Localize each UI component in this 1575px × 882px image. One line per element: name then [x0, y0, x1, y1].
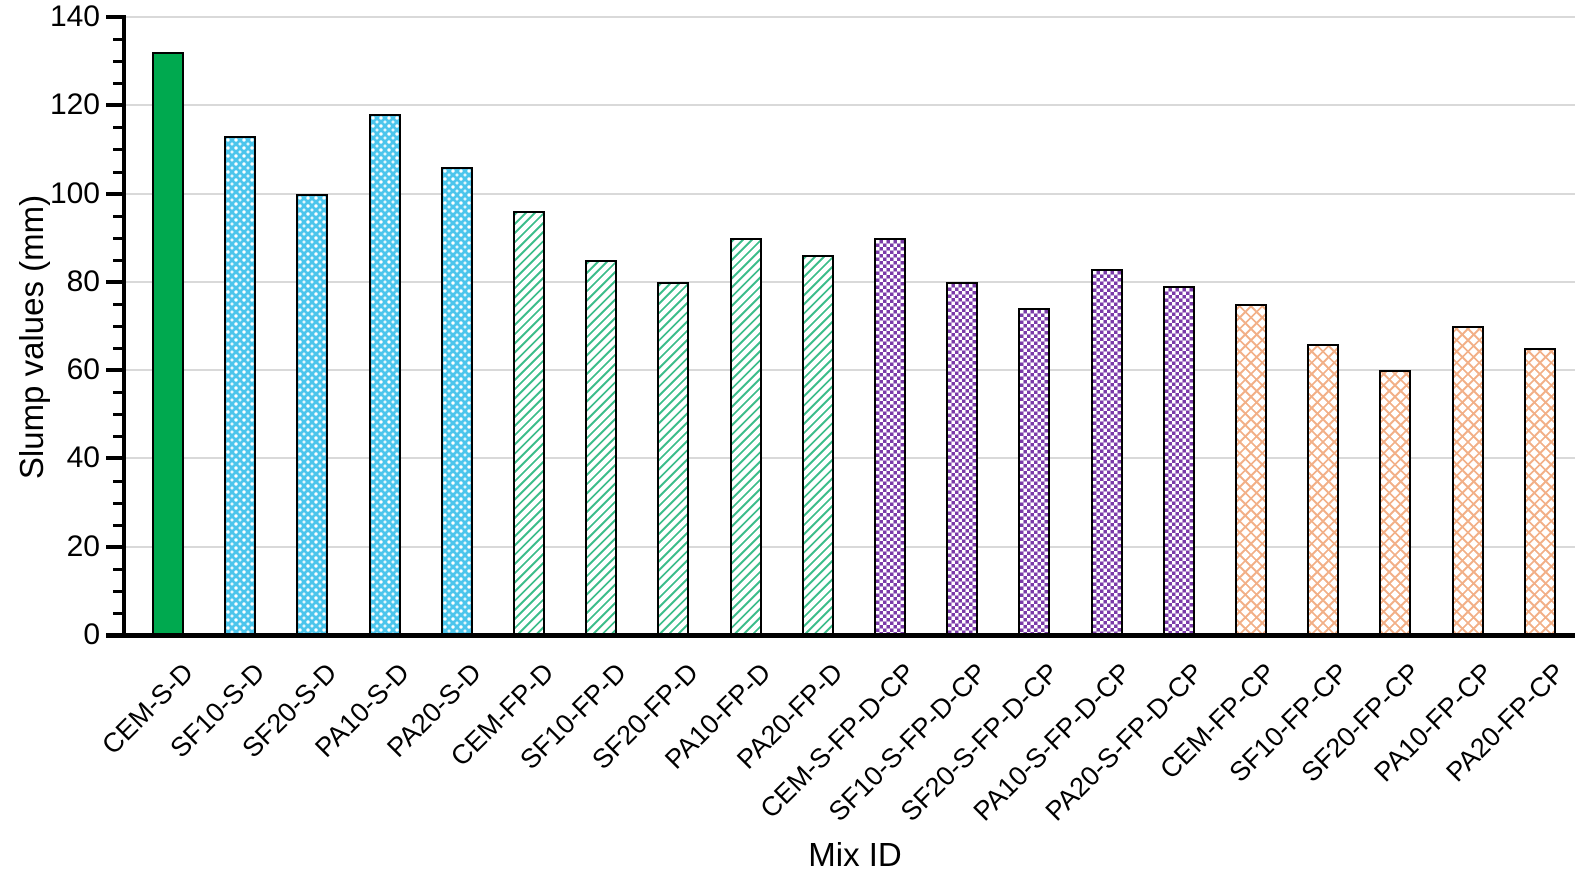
- y-minor-tick-135: [113, 38, 124, 42]
- y-major-tick-120: [106, 103, 124, 108]
- y-tick-label-20: 20: [66, 529, 100, 563]
- y-minor-tick-50: [113, 413, 124, 417]
- y-minor-tick-85: [113, 258, 124, 262]
- y-minor-tick-10: [113, 589, 124, 593]
- y-tick-label-40: 40: [66, 441, 100, 475]
- y-minor-tick-90: [113, 236, 124, 240]
- y-axis-line: [122, 15, 126, 638]
- y-axis-title: Slump values (mm): [13, 194, 50, 480]
- y-tick-label-120: 120: [49, 88, 100, 122]
- y-minor-tick-5: [113, 611, 124, 615]
- y-minor-tick-15: [113, 567, 124, 571]
- y-tick-label-100: 100: [49, 176, 100, 210]
- y-minor-tick-75: [113, 302, 124, 306]
- bar-SF20-FP-D: [657, 281, 690, 635]
- y-minor-tick-70: [113, 325, 124, 328]
- bar-CEM-S-D: [152, 52, 184, 635]
- bar-PA20-FP-D: [801, 255, 834, 635]
- gridline-140: [126, 16, 1575, 18]
- bar-SF10-FP-D: [585, 259, 618, 635]
- bar-CEM-FP-D: [513, 211, 545, 635]
- y-minor-tick-30: [113, 501, 124, 505]
- gridline-80: [126, 280, 1575, 283]
- x-axis-line: [106, 633, 1575, 638]
- bar-SF20-FP-CP: [1379, 370, 1412, 635]
- y-minor-tick-65: [113, 347, 124, 351]
- y-major-tick-140: [106, 15, 124, 19]
- bar-PA20-S-D: [440, 167, 473, 635]
- bar-CEM-S-FP-D-CP: [874, 237, 906, 635]
- gridline-20: [126, 545, 1575, 548]
- y-minor-tick-130: [113, 60, 124, 64]
- y-tick-label-0: 0: [83, 618, 100, 651]
- y-tick-label-140: 140: [49, 0, 100, 33]
- y-minor-tick-45: [113, 435, 124, 439]
- y-major-tick-80: [106, 279, 124, 284]
- bar-PA10-S-D: [368, 114, 401, 635]
- y-minor-tick-105: [113, 170, 124, 174]
- gridline-60: [126, 369, 1575, 372]
- bar-SF10-FP-CP: [1307, 343, 1340, 635]
- gridline-40: [126, 457, 1575, 460]
- bar-PA20-FP-CP: [1523, 348, 1556, 635]
- bar-SF10-S-D: [224, 136, 257, 635]
- y-tick-label-80: 80: [66, 264, 100, 298]
- bar-SF20-S-FP-D-CP: [1018, 308, 1051, 635]
- y-tick-label-60: 60: [66, 353, 100, 387]
- bar-PA10-FP-D: [729, 237, 762, 635]
- y-minor-tick-25: [113, 523, 124, 527]
- y-major-tick-20: [106, 544, 124, 549]
- bar-PA20-S-FP-D-CP: [1162, 286, 1195, 635]
- y-minor-tick-35: [113, 479, 124, 483]
- y-minor-tick-125: [113, 82, 124, 86]
- bar-PA10-S-FP-D-CP: [1090, 268, 1123, 635]
- y-major-tick-40: [106, 456, 124, 461]
- bar-SF10-S-FP-D-CP: [946, 281, 979, 635]
- y-major-tick-100: [106, 191, 124, 196]
- bar-SF20-S-D: [296, 193, 329, 635]
- y-major-tick-60: [106, 368, 124, 373]
- y-minor-tick-95: [113, 214, 124, 218]
- y-minor-tick-115: [113, 126, 124, 130]
- y-minor-tick-55: [113, 391, 124, 395]
- y-minor-tick-110: [113, 148, 124, 152]
- gridline-120: [126, 104, 1575, 107]
- bar-CEM-FP-CP: [1235, 303, 1267, 635]
- bar-PA10-FP-CP: [1451, 326, 1484, 635]
- x-axis-title: Mix ID: [808, 836, 902, 873]
- gridline-100: [126, 192, 1575, 195]
